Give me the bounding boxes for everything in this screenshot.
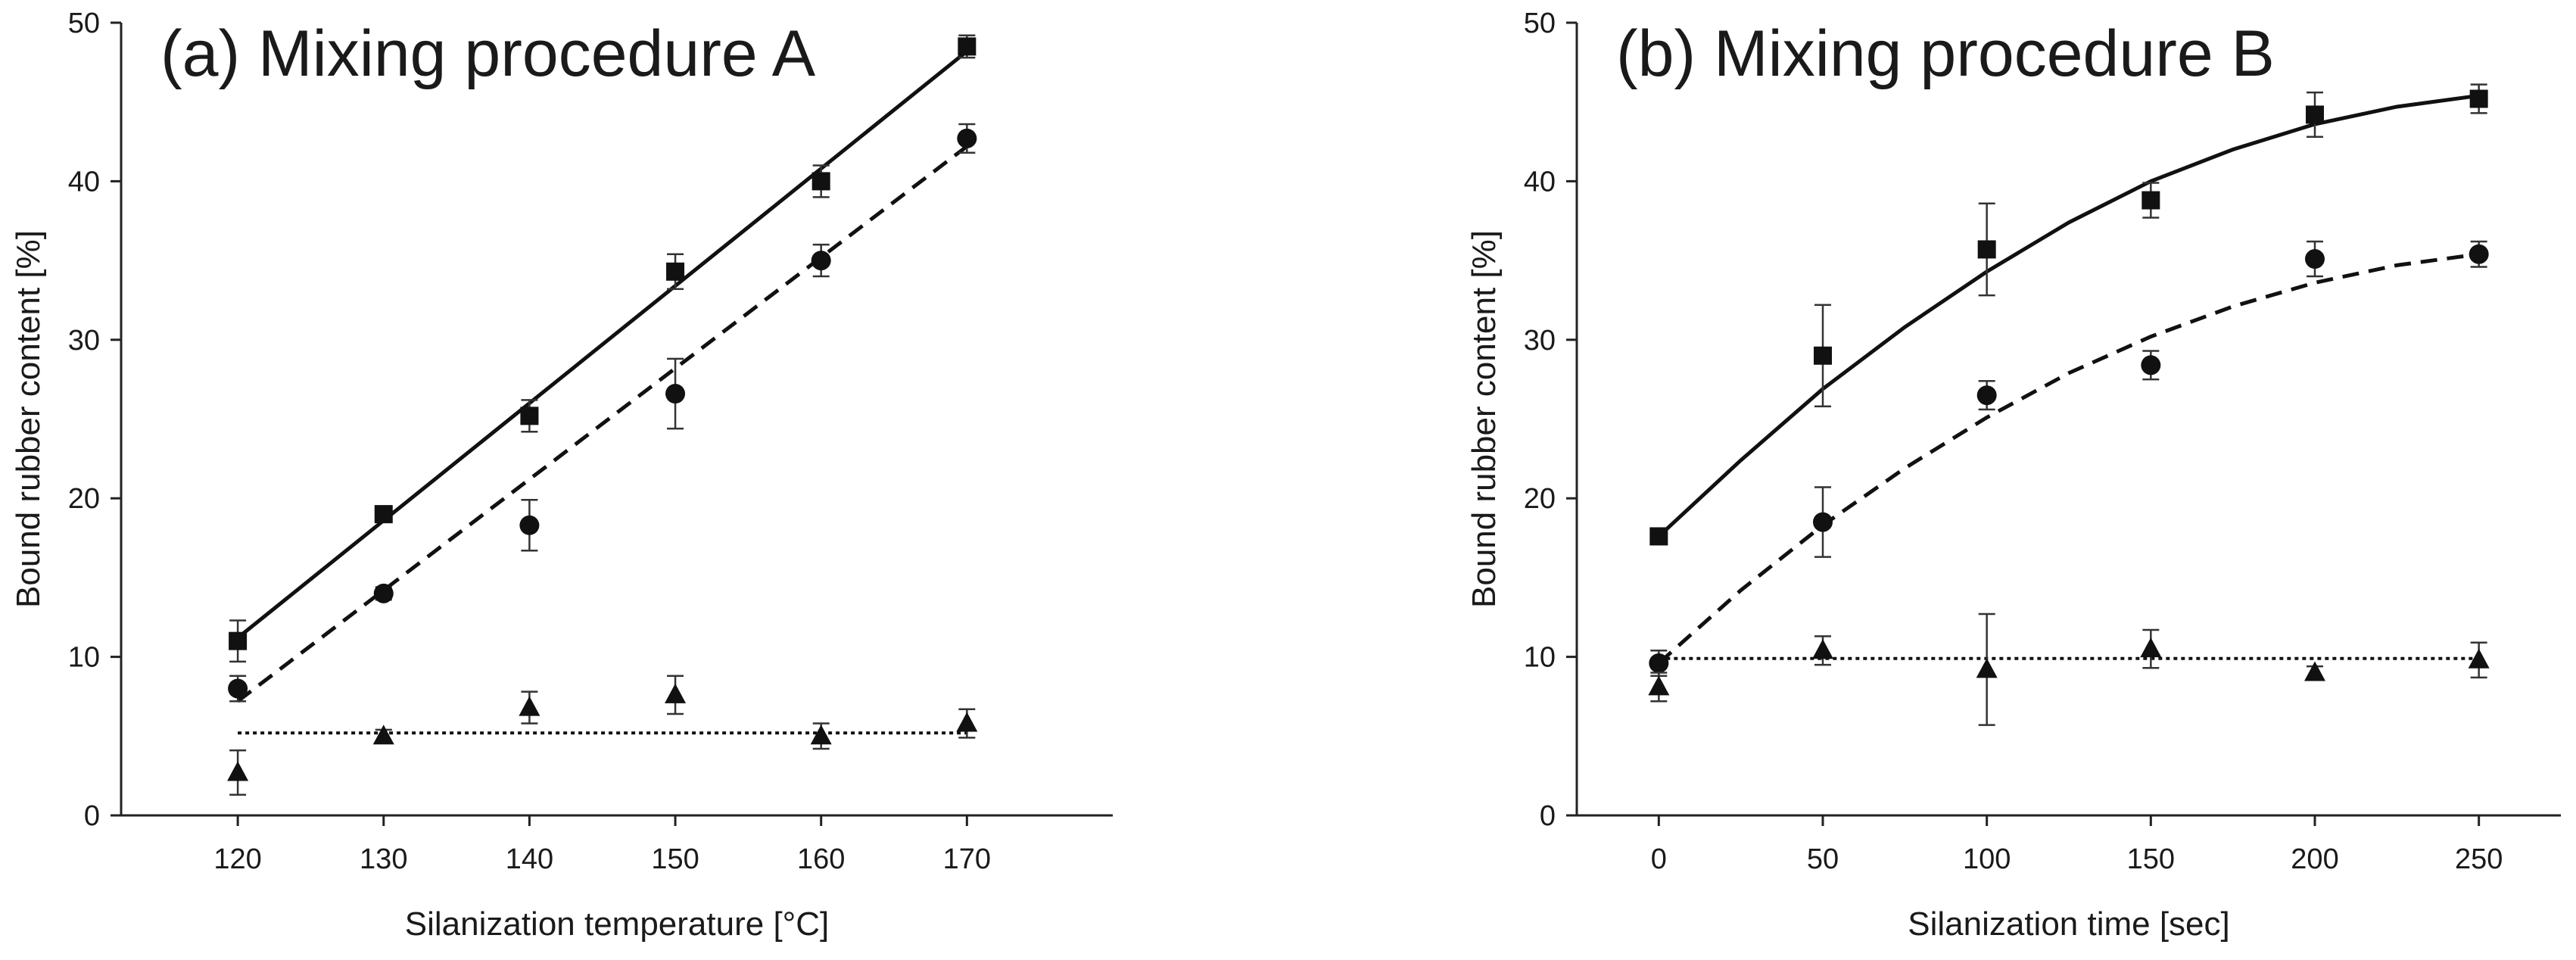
data-point-square [374, 505, 393, 524]
data-point-triangle [2140, 637, 2162, 658]
chart-panel-2: 0 10 20 30 40 50 0 50 100 150 200 250 Silanization t… [1466, 8, 2561, 943]
data-point-circle [519, 515, 540, 535]
dashed-fit-line [1657, 252, 2480, 665]
series-square [1649, 83, 2488, 546]
data-point-circle [2305, 249, 2325, 270]
x-tick-label: 100 [1963, 843, 2011, 875]
x-tick-label: 0 [1651, 843, 1667, 875]
chart-title: (a) Mixing procedure A [160, 17, 816, 90]
y-tick-label: 40 [1524, 166, 1556, 198]
y-tick-label: 40 [68, 166, 100, 198]
chart-panel-1: 0 10 20 30 40 50 120 130 140 150 160 170 Silanizatio… [10, 8, 1113, 943]
data-point-square [811, 172, 830, 191]
data-point-square [2141, 191, 2160, 210]
data-point-square [666, 262, 685, 281]
data-point-triangle [1976, 658, 1998, 678]
data-point-square [2306, 105, 2324, 124]
data-point-triangle [1648, 675, 1670, 696]
y-tick-label: 20 [68, 483, 100, 515]
data-point-circle [373, 583, 394, 603]
data-point-triangle [810, 725, 832, 745]
series-circle [1649, 240, 2489, 677]
y-axis-label: Bound rubber content [%] [1466, 230, 1503, 608]
data-point-circle [2469, 244, 2489, 264]
data-point-triangle [1812, 639, 1833, 659]
data-point-square [229, 631, 248, 650]
x-tick-label: 130 [360, 843, 407, 875]
data-point-triangle [372, 725, 394, 745]
y-tick-label: 20 [1524, 483, 1556, 515]
y-tick-label: 50 [68, 8, 100, 39]
data-point-circle [1976, 385, 1997, 406]
x-tick-label: 250 [2455, 843, 2503, 875]
x-tick-label: 120 [213, 843, 261, 875]
x-tick-label: 170 [943, 843, 991, 875]
data-point-circle [1813, 512, 1833, 532]
data-point-circle [957, 128, 977, 148]
x-tick-label: 200 [2291, 843, 2338, 875]
y-axis-label: Bound rubber content [%] [10, 230, 47, 608]
x-axis-label: Silanization temperature [°C] [405, 905, 830, 943]
x-tick-label: 150 [651, 843, 699, 875]
chart-title: (b) Mixing procedure B [1616, 17, 2275, 90]
data-point-circle [1649, 653, 1669, 673]
x-axis-label: Silanization time [sec] [1908, 905, 2230, 943]
x-tick-label: 150 [2127, 843, 2175, 875]
series-triangle [227, 675, 978, 796]
y-tick-label: 0 [84, 800, 100, 832]
data-point-triangle [665, 683, 687, 703]
y-tick-label: 50 [1524, 8, 1556, 39]
y-tick-label: 0 [1540, 800, 1556, 832]
data-point-triangle [2468, 648, 2490, 669]
solid-fit-line [1657, 93, 2480, 538]
y-tick-label: 30 [1524, 325, 1556, 357]
data-point-square [2469, 89, 2488, 108]
data-point-circle [665, 383, 686, 404]
data-point-circle [811, 251, 831, 271]
data-point-circle [228, 678, 248, 699]
y-tick-label: 10 [1524, 642, 1556, 674]
data-point-square [1814, 346, 1832, 365]
data-point-triangle [227, 761, 249, 781]
x-tick-label: 50 [1807, 843, 1839, 875]
data-point-circle [2141, 355, 2161, 376]
y-tick-label: 10 [68, 642, 100, 674]
dashed-fit-line [236, 145, 968, 703]
data-point-triangle [519, 696, 540, 716]
series-square [229, 34, 977, 663]
y-tick-label: 30 [68, 325, 100, 357]
data-point-triangle [956, 712, 978, 732]
series-circle [228, 123, 977, 703]
data-point-triangle [2304, 661, 2325, 681]
data-point-square [520, 407, 539, 425]
x-tick-label: 140 [506, 843, 553, 875]
solid-fit-line [236, 49, 968, 640]
series-triangle [1648, 612, 2490, 726]
data-point-square [958, 37, 977, 56]
x-tick-label: 160 [797, 843, 845, 875]
data-point-square [1649, 527, 1668, 546]
data-point-square [1977, 240, 1996, 259]
